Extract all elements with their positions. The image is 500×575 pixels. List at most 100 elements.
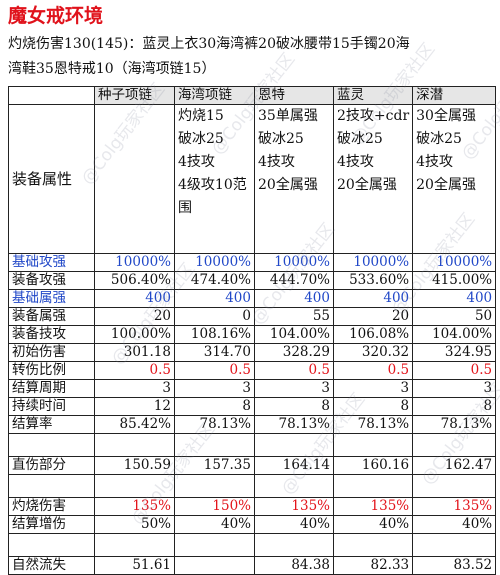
value-cell: 400	[174, 289, 255, 308]
header-cell: 蓝灵	[332, 86, 414, 105]
attr-line: 4技攻	[258, 154, 295, 170]
value-cell: 40%	[174, 515, 255, 534]
header-corner-cell	[8, 86, 95, 105]
value-cell	[174, 556, 255, 575]
empty-cell	[412, 474, 497, 498]
empty-cell	[332, 533, 414, 557]
empty-cell	[8, 433, 95, 457]
attr-line: 20全属强	[337, 177, 397, 193]
value-cell: 0.5	[94, 361, 175, 380]
table-row: 装备技攻 100.00% 108.16% 104.00% 106.08% 104.00%	[8, 325, 497, 344]
value-cell: 10000%	[174, 253, 255, 272]
value-cell: 104.00%	[412, 325, 497, 344]
value-cell: 474.40%	[174, 271, 255, 290]
value-cell: 3	[332, 379, 414, 398]
value-cell: 135%	[412, 497, 497, 516]
table-row: 转伤比例 0.5 0.5 0.5 0.5 0.5	[8, 361, 497, 380]
attr-line: 破冰25	[416, 131, 462, 147]
table-row: 自然流失 51.61 84.38 82.33 83.52	[8, 556, 497, 575]
value-cell: 20	[332, 307, 414, 326]
value-cell: 106.08%	[332, 325, 414, 344]
row-label: 装备技攻	[8, 325, 95, 344]
table-row: 基础属强 400 400 400 400 400	[8, 289, 497, 308]
header-cell: 海湾项链	[174, 86, 255, 105]
attr-cell: 灼烧15 破冰25 4技攻 4级攻10范围	[174, 104, 255, 254]
value-cell: 160.16	[332, 456, 414, 475]
equip-attr-row: 装备属性 灼烧15 破冰25 4技攻 4级攻10范围 35单属强 破冰25 4技攻 20全属…	[8, 104, 497, 254]
value-cell: 8	[412, 397, 497, 416]
row-label: 结算增伤	[8, 515, 95, 534]
row-label: 自然流失	[8, 556, 95, 575]
row-label: 转伤比例	[8, 361, 95, 380]
value-cell: 135%	[332, 497, 414, 516]
attr-line: 4级攻10范	[178, 177, 247, 193]
value-cell: 301.18	[94, 343, 175, 362]
row-label: 初始伤害	[8, 343, 95, 362]
row-label: 直伤部分	[8, 456, 95, 475]
header-cell: 深潜	[412, 86, 497, 105]
equipment-comparison-table: 种子项链 海湾项链 恩特 蓝灵 深潜 装备属性 灼烧15 破冰25 4技攻 4级攻10…	[8, 86, 497, 575]
value-cell: 164.14	[254, 456, 334, 475]
attr-cell: 30全属强 破冰25 4技攻 20全属强	[412, 104, 497, 254]
empty-cell	[254, 433, 334, 457]
value-cell: 157.35	[174, 456, 255, 475]
empty-cell	[174, 533, 255, 557]
spacer-row	[8, 433, 497, 457]
value-cell: 400	[332, 289, 414, 308]
value-cell: 415.00%	[412, 271, 497, 290]
value-cell: 533.60%	[332, 271, 414, 290]
header-row: 种子项链 海湾项链 恩特 蓝灵 深潜	[8, 86, 497, 105]
attr-line: 围	[178, 200, 192, 216]
value-cell: 78.13%	[254, 415, 334, 434]
attr-line: 4技攻	[337, 154, 374, 170]
value-cell: 400	[412, 289, 497, 308]
burn-description: 灼烧伤害130(145)：蓝灵上衣30海湾裤20破冰腰带15手镯20海 湾鞋35…	[8, 32, 496, 82]
row-label: 持续时间	[8, 397, 95, 416]
table-row: 直伤部分 150.59 157.35 164.14 160.16 162.47	[8, 456, 497, 475]
value-cell: 3	[94, 379, 175, 398]
value-cell: 400	[254, 289, 334, 308]
row-label: 装备攻强	[8, 271, 95, 290]
attr-line: 35单属强	[258, 108, 318, 124]
value-cell: 135%	[254, 497, 334, 516]
value-cell: 8	[174, 397, 255, 416]
value-cell: 10000%	[332, 253, 414, 272]
table-row: 灼烧伤害 135% 150% 135% 135% 135%	[8, 497, 497, 516]
value-cell: 20	[94, 307, 175, 326]
row-label: 装备属强	[8, 307, 95, 326]
value-cell: 444.70%	[254, 271, 334, 290]
attr-line: 破冰25	[337, 131, 383, 147]
description-line-1: 灼烧伤害130(145)：蓝灵上衣30海湾裤20破冰腰带15手镯20海	[8, 36, 410, 52]
value-cell: 324.95	[412, 343, 497, 362]
row-label: 结算周期	[8, 379, 95, 398]
value-cell: 51.61	[94, 556, 175, 575]
value-cell: 8	[254, 397, 334, 416]
value-cell: 40%	[254, 515, 334, 534]
table-row: 初始伤害 301.18 314.70 328.29 320.32 324.95	[8, 343, 497, 362]
value-cell: 328.29	[254, 343, 334, 362]
value-cell: 162.47	[412, 456, 497, 475]
value-cell: 3	[174, 379, 255, 398]
value-cell: 0.5	[332, 361, 414, 380]
attr-line: 20全属强	[416, 177, 476, 193]
attr-cell	[94, 104, 175, 254]
value-cell: 8	[332, 397, 414, 416]
value-cell: 0.5	[174, 361, 255, 380]
table-row: 结算周期 3 3 3 3 3	[8, 379, 497, 398]
value-cell: 314.70	[174, 343, 255, 362]
empty-cell	[254, 474, 334, 498]
row-label: 结算率	[8, 415, 95, 434]
page-title: 魔女戒环境	[8, 5, 104, 27]
table-row: 持续时间 12 8 8 8 8	[8, 397, 497, 416]
row-label: 灼烧伤害	[8, 497, 95, 516]
attr-line: 30全属强	[416, 108, 476, 124]
empty-cell	[94, 533, 175, 557]
header-cell: 种子项链	[94, 86, 175, 105]
value-cell: 83.52	[412, 556, 497, 575]
table-row: 装备属强 20 0 55 20 50	[8, 307, 497, 326]
value-cell: 84.38	[254, 556, 334, 575]
value-cell: 40%	[332, 515, 414, 534]
value-cell: 10000%	[412, 253, 497, 272]
empty-cell	[94, 433, 175, 457]
empty-cell	[174, 474, 255, 498]
